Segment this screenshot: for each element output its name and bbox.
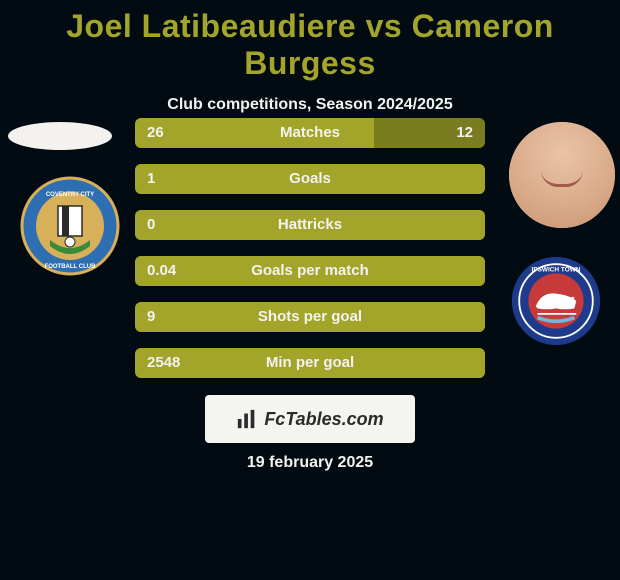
stat-bar-value-left: 2548 (147, 348, 180, 378)
page-title: Joel Latibeaudiere vs Cameron Burgess (0, 0, 620, 82)
subtitle: Club competitions, Season 2024/2025 (0, 96, 620, 114)
date-text: 19 february 2025 (0, 454, 620, 472)
comparison-bars: Matches26 12 Goals1 Hattricks0 Goals per mat… (135, 118, 485, 394)
stat-bar-label: Goals per match (135, 256, 485, 286)
stat-bar-label: Shots per goal (135, 302, 485, 332)
stat-bar: Goals1 (135, 164, 485, 194)
stat-bar: Shots per goal9 (135, 302, 485, 332)
stat-bar: Hattricks0 (135, 210, 485, 240)
svg-text:IPSWICH TOWN: IPSWICH TOWN (532, 267, 581, 274)
face-icon (509, 122, 615, 228)
bars-icon (236, 408, 258, 430)
stat-bar: Matches26 12 (135, 118, 485, 148)
stat-bar: Min per goal2548 (135, 348, 485, 378)
stat-bar-label: Goals (135, 164, 485, 194)
stat-bar-label: Min per goal (135, 348, 485, 378)
club-crest-right: IPSWICH TOWN (510, 255, 602, 347)
player-left-avatar (8, 122, 112, 150)
stat-bar-label: Hattricks (135, 210, 485, 240)
svg-text:FOOTBALL CLUB: FOOTBALL CLUB (45, 264, 97, 270)
stat-bar-value-left: 1 (147, 164, 155, 194)
stat-bar: Goals per match0.04 (135, 256, 485, 286)
player-right-avatar (509, 122, 615, 228)
stat-bar-label: Matches (135, 118, 485, 148)
stat-bar-value-left: 0 (147, 210, 155, 240)
brand-box: FcTables.com (205, 395, 415, 443)
stat-bar-value-right: 12 (456, 118, 473, 148)
stat-bar-value-left: 26 (147, 118, 164, 148)
stat-bar-value-left: 9 (147, 302, 155, 332)
comparison-infographic: Joel Latibeaudiere vs Cameron Burgess Cl… (0, 0, 620, 580)
svg-text:COVENTRY CITY: COVENTRY CITY (46, 192, 94, 198)
stat-bar-value-left: 0.04 (147, 256, 176, 286)
brand-text: FcTables.com (264, 409, 383, 430)
club-crest-left: COVENTRY CITY FOOTBALL CLUB (20, 176, 120, 276)
